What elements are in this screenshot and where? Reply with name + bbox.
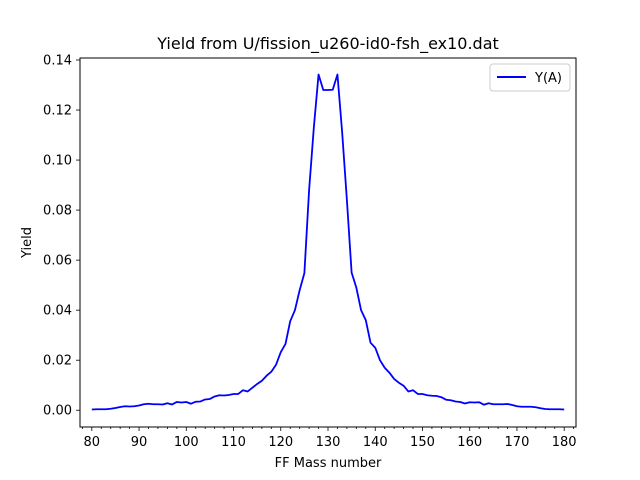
x-tick-label: 180 (552, 435, 577, 450)
y-tick-label: 0.00 (43, 404, 72, 419)
y-axis: 0.00 0.02 0.04 0.06 0.08 0.10 0.12 0.14 (43, 54, 80, 419)
x-tick-label: 80 (84, 435, 101, 450)
y-tick-label: 0.12 (43, 104, 72, 119)
x-tick-label: 120 (268, 435, 293, 450)
x-tick-label: 90 (131, 435, 148, 450)
x-tick-label: 170 (505, 435, 530, 450)
y-tick-label: 0.14 (43, 54, 72, 69)
legend-box (489, 63, 571, 92)
series-line-0 (91, 73, 565, 411)
legend: Y(A) (489, 63, 571, 92)
x-axis-label: FF Mass number (275, 456, 382, 471)
x-tick-label: 140 (363, 435, 388, 450)
y-tick-label: 0.10 (43, 154, 72, 169)
legend-label: Y(A) (534, 71, 562, 86)
y-tick-label: 0.08 (43, 204, 72, 219)
series-layer (91, 73, 565, 411)
x-tick-label: 100 (174, 435, 199, 450)
y-tick-label: 0.04 (43, 304, 72, 319)
chart-title: Yield from U/fission_u260-id0-fsh_ex10.d… (156, 34, 499, 54)
x-tick-label: 130 (316, 435, 341, 450)
y-tick-label: 0.06 (43, 254, 72, 269)
x-tick-label: 110 (221, 435, 246, 450)
x-tick-label: 150 (410, 435, 435, 450)
x-axis: 80 90 100 110 120 130 140 150 160 170 180 (81, 427, 577, 450)
x-tick-label: 160 (457, 435, 482, 450)
y-tick-label: 0.02 (43, 354, 72, 369)
y-axis-label: Yield (20, 227, 35, 259)
